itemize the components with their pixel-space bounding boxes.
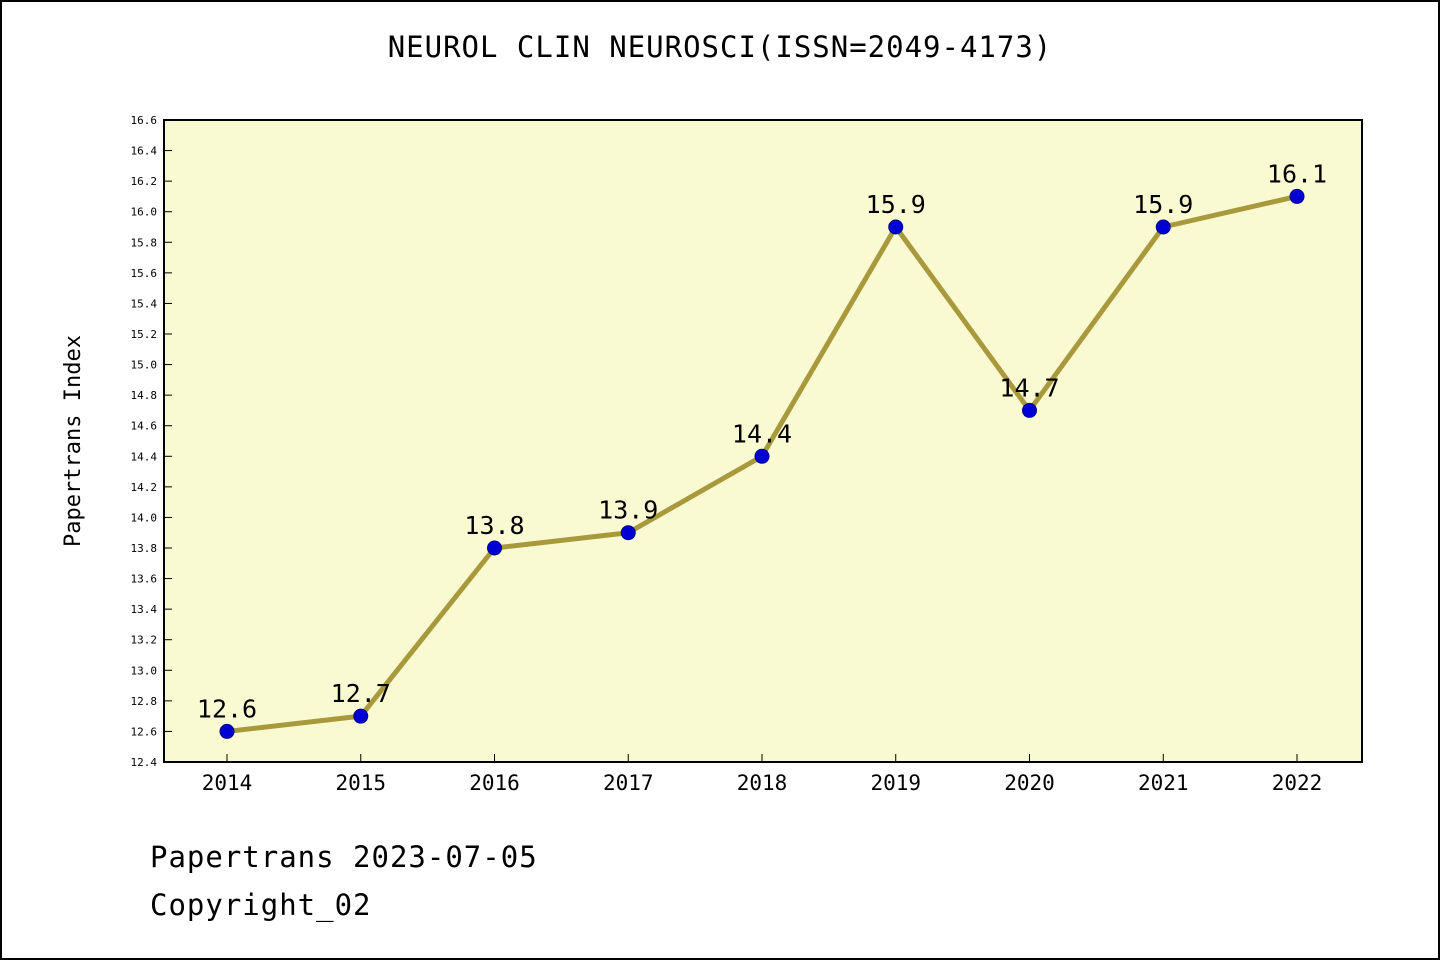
y-tick-label: 16.0 (131, 206, 158, 219)
x-tick-label: 2017 (603, 771, 654, 795)
y-tick-label: 15.4 (131, 297, 158, 310)
y-tick-label: 15.6 (131, 267, 158, 280)
data-point (1289, 188, 1305, 204)
y-tick-label: 14.0 (131, 511, 158, 524)
y-tick-label: 13.0 (131, 664, 158, 677)
x-tick-label: 2021 (1138, 771, 1189, 795)
y-tick-label: 16.4 (131, 145, 158, 158)
y-tick-label: 12.6 (131, 725, 158, 738)
y-tick-label: 13.2 (131, 634, 158, 647)
data-point (754, 448, 770, 464)
data-point (353, 708, 369, 724)
data-point-label: 15.9 (866, 190, 926, 219)
data-point (219, 723, 235, 739)
x-tick-label: 2020 (1004, 771, 1055, 795)
data-point-label: 16.1 (1267, 159, 1327, 188)
y-tick-label: 13.6 (131, 573, 158, 586)
x-tick-label: 2019 (870, 771, 921, 795)
x-tick-label: 2018 (737, 771, 788, 795)
y-tick-label: 14.4 (131, 450, 158, 463)
x-tick-label: 2016 (469, 771, 520, 795)
y-tick-label: 13.4 (131, 603, 158, 616)
chart-title: NEUROL CLIN NEUROSCI(ISSN=2049-4173) (387, 30, 1053, 64)
data-point-label: 13.8 (464, 511, 524, 540)
y-tick-label: 15.2 (131, 328, 158, 341)
y-tick-label: 15.8 (131, 236, 158, 249)
y-tick-label: 13.8 (131, 542, 158, 555)
x-tick-label: 2014 (202, 771, 253, 795)
data-point (620, 525, 636, 541)
y-tick-label: 15.0 (131, 359, 158, 372)
data-point (1155, 219, 1171, 235)
data-point-label: 12.6 (197, 694, 257, 723)
y-tick-label: 12.8 (131, 695, 158, 708)
y-tick-label: 16.2 (131, 175, 158, 188)
y-tick-label: 14.8 (131, 389, 158, 402)
data-point-label: 13.9 (598, 496, 658, 525)
y-tick-label: 16.6 (131, 114, 158, 127)
footer-date: Papertrans 2023-07-05 (150, 840, 538, 874)
data-point-label: 14.7 (999, 373, 1059, 402)
y-tick-label: 14.2 (131, 481, 158, 494)
data-point (888, 219, 904, 235)
x-tick-label: 2015 (335, 771, 386, 795)
y-tick-label: 12.4 (131, 756, 158, 769)
y-tick-label: 14.6 (131, 420, 158, 433)
data-point (1022, 402, 1037, 418)
y-axis-title: Papertrans Index (61, 335, 86, 547)
data-point-label: 14.4 (732, 419, 792, 448)
x-tick-label: 2022 (1272, 771, 1323, 795)
footer-copyright: Copyright_02 (150, 888, 372, 922)
data-point-label: 15.9 (1133, 190, 1193, 219)
data-point-label: 12.7 (331, 679, 391, 708)
data-point (487, 540, 502, 556)
